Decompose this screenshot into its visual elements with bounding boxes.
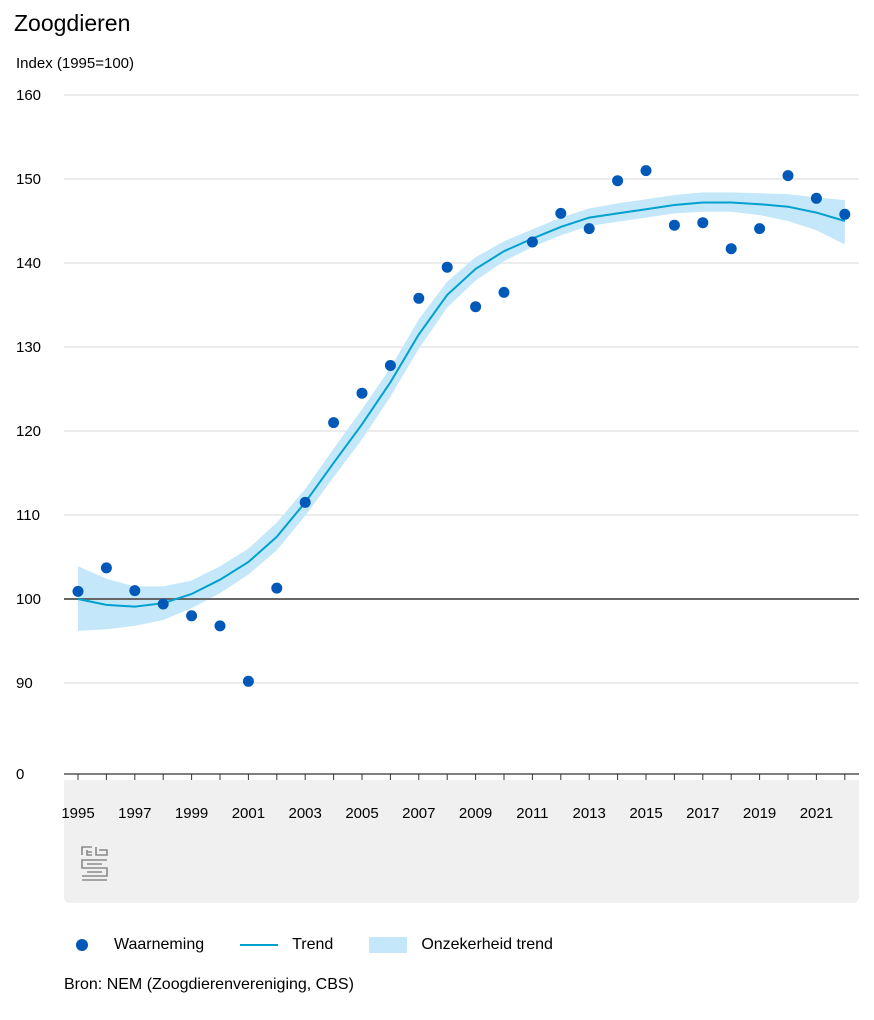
uncertainty-band-layer — [78, 192, 845, 631]
x-tick-label: 2005 — [345, 805, 378, 822]
y-tick-label: 160 — [16, 87, 41, 104]
y-tick-label: 130 — [16, 339, 41, 356]
observation-point — [782, 170, 794, 182]
y-tick-label: 140 — [16, 255, 41, 272]
chart-area: 0 90 100 110 120 130 140 150 160 1995 1997 1999 2001… — [16, 87, 859, 903]
observation-point — [668, 219, 680, 231]
observation-point — [242, 675, 254, 687]
y-tick-label: 100 — [16, 591, 41, 608]
source-note: Bron: NEM (Zoogdierenvereniging, CBS) — [64, 976, 354, 993]
y-tick-label: 90 — [16, 675, 33, 692]
observation-point — [384, 360, 396, 371]
observation-point — [72, 585, 84, 597]
y-tick-label: 120 — [16, 423, 41, 440]
trend-line-icon — [240, 944, 279, 946]
observation-point — [271, 582, 283, 594]
uncertainty-band-icon — [369, 937, 408, 953]
legend-item-trend: Trend — [240, 936, 333, 954]
observation-point — [356, 387, 368, 399]
x-tick-label: 2009 — [459, 805, 492, 822]
x-tick-label: 2003 — [289, 805, 322, 822]
observation-point — [697, 217, 709, 229]
observation-point — [612, 175, 624, 187]
x-tick-label: 2017 — [686, 805, 719, 822]
gridlines — [64, 94, 859, 684]
observation-point — [186, 610, 198, 622]
y-tick-label: 150 — [16, 171, 41, 188]
legend-observation-label: Waarneming — [114, 936, 205, 953]
x-tick-label: 2019 — [743, 805, 776, 822]
x-tick-label: 2021 — [800, 805, 833, 822]
observation-point — [100, 562, 112, 574]
observation-point — [441, 261, 453, 273]
observation-point — [157, 598, 169, 610]
x-tick-label: 2013 — [573, 805, 606, 822]
y-tick-label: 110 — [16, 507, 40, 524]
observation-point — [725, 243, 737, 255]
trend-line-layer — [77, 201, 846, 608]
observation-point — [214, 620, 226, 632]
x-tick-label: 2007 — [402, 805, 435, 822]
x-tick-label: 1995 — [61, 805, 94, 822]
observation-point — [470, 301, 482, 313]
x-tick-label: 1999 — [175, 805, 208, 822]
legend-item-uncertainty: Onzekerheid trend — [369, 936, 553, 954]
chart-title: Zoogdieren — [14, 10, 131, 36]
y-tick-label: 0 — [16, 766, 24, 783]
uncertainty-band — [78, 192, 845, 631]
observation-point — [839, 208, 851, 220]
axes-layer: 0 90 100 110 120 130 140 150 160 1995 1997 1999 2001… — [16, 87, 859, 822]
legend-uncertainty-label: Onzekerheid trend — [421, 936, 553, 953]
legend: Waarneming Trend Onzekerheid trend — [76, 936, 589, 954]
observation-point — [129, 585, 141, 597]
observation-points-layer — [72, 165, 851, 687]
observation-point — [583, 223, 595, 235]
observation-point — [526, 236, 538, 248]
footer-background — [64, 790, 859, 903]
x-tick-label: 1997 — [118, 805, 151, 822]
observation-point — [640, 165, 652, 177]
legend-item-observation: Waarneming — [76, 936, 204, 954]
observation-point — [810, 192, 822, 204]
cbs-logo-icon — [81, 846, 108, 881]
x-tick-label: 2011 — [516, 805, 548, 822]
x-tick-label: 2015 — [629, 805, 662, 822]
observation-point — [299, 496, 311, 508]
y-axis-unit-label: Index (1995=100) — [16, 55, 135, 72]
observation-point — [328, 417, 340, 429]
observation-point — [498, 286, 510, 298]
x-tick-label: 2001 — [232, 805, 265, 822]
legend-trend-label: Trend — [292, 936, 334, 953]
observation-point — [754, 223, 766, 235]
trend-line — [77, 201, 846, 608]
footer-background-top-fill — [64, 780, 859, 800]
observation-dot-icon — [76, 939, 88, 951]
observation-point — [555, 207, 567, 219]
observation-point — [413, 292, 425, 304]
